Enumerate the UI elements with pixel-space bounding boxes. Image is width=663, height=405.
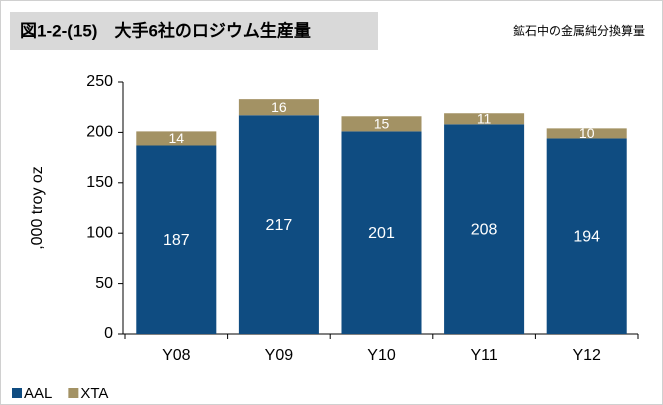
x-tick-label: Y09 — [265, 347, 294, 364]
y-tick-label: 100 — [86, 224, 113, 241]
x-tick-label: Y08 — [162, 347, 191, 364]
x-tick-label: Y10 — [367, 347, 396, 364]
legend-label: AAL — [24, 385, 52, 402]
legend-swatch — [68, 388, 79, 398]
data-label: 187 — [163, 232, 190, 249]
data-label: 194 — [573, 228, 600, 245]
bar-segment — [444, 124, 525, 334]
bar-segment — [136, 145, 217, 334]
bar-segment — [341, 116, 422, 132]
bar-segment — [341, 131, 422, 334]
y-tick-label: 250 — [86, 73, 113, 90]
y-tick-label: 50 — [95, 275, 113, 292]
y-axis-label: ,000 troy oz — [29, 166, 46, 250]
data-label: 217 — [266, 217, 293, 234]
title-box — [10, 12, 378, 50]
chart-subtitle: 鉱石中の金属純分換算量 — [513, 23, 645, 38]
y-tick-label: 0 — [104, 325, 113, 342]
data-label: 15 — [374, 116, 390, 132]
legend-swatch — [12, 388, 22, 398]
data-label: 208 — [471, 221, 498, 238]
bar-segment — [546, 128, 627, 139]
bar-segment — [546, 138, 627, 334]
chart-title: 図1-2-(15) 大手6社のロジウム生産量 — [20, 20, 311, 40]
data-label: 14 — [169, 130, 185, 146]
x-tick-label: Y11 — [470, 347, 497, 364]
bar-segment — [238, 115, 319, 334]
x-tick-label: Y12 — [572, 347, 601, 364]
data-label: 10 — [579, 125, 595, 141]
legend-label: XTA — [80, 385, 108, 402]
data-label: 16 — [271, 99, 287, 115]
data-label: 201 — [368, 225, 395, 242]
y-tick-label: 150 — [86, 174, 113, 191]
data-label: 11 — [477, 110, 492, 126]
bar-segment — [238, 99, 319, 116]
bar-segment — [136, 131, 217, 146]
y-tick-label: 200 — [86, 124, 113, 141]
bar-segment — [444, 113, 525, 125]
